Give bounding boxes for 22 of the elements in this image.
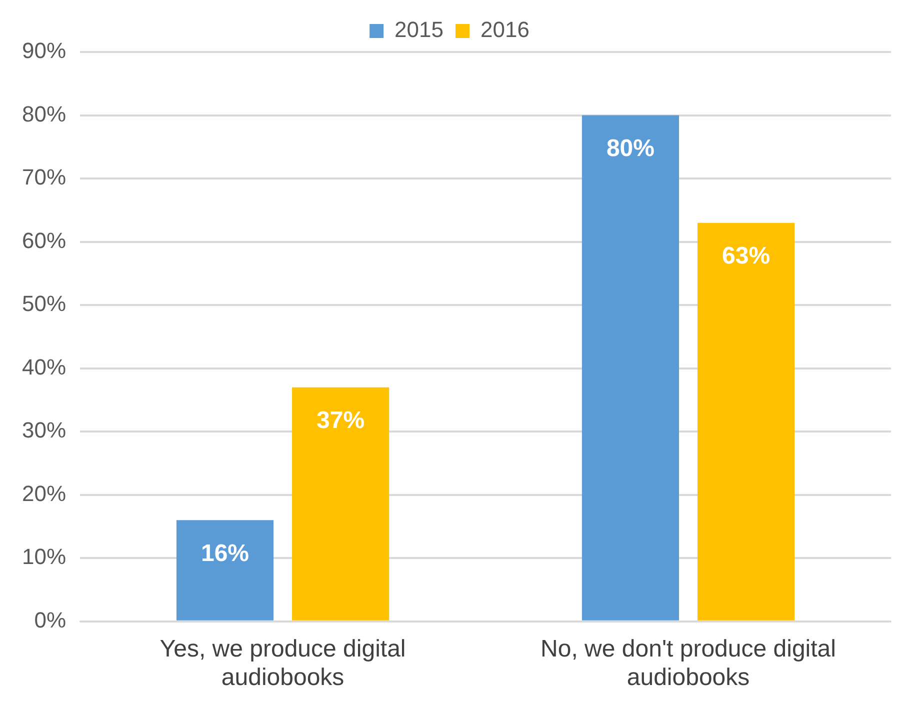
data-label: 16% [200, 540, 250, 567]
bar [582, 115, 680, 620]
y-tick-label: 80% [22, 101, 66, 126]
data-label: 37% [316, 406, 365, 434]
y-tick-label: 90% [22, 38, 66, 64]
y-tick-label: 50% [22, 291, 66, 316]
data-label: 63% [722, 242, 770, 270]
y-tick-label: 40% [22, 354, 66, 380]
bar [292, 387, 390, 620]
y-tick-label: 30% [22, 418, 66, 443]
bar [698, 222, 795, 620]
legend-label: 2015 [394, 17, 444, 42]
y-tick-label: 10% [22, 544, 66, 570]
x-tick-label: Yes, we produce digital audiobooks [160, 635, 406, 692]
legend-label: 2016 [480, 17, 530, 42]
x-tick-label: No, we don't produce digital audiobooks [540, 635, 836, 692]
y-tick-label: 20% [22, 480, 66, 506]
y-tick-label: 60% [22, 228, 66, 253]
y-tick-label: 0% [34, 607, 66, 632]
y-tick-label: 70% [22, 164, 66, 190]
data-label: 80% [606, 134, 654, 162]
bar [176, 520, 274, 620]
